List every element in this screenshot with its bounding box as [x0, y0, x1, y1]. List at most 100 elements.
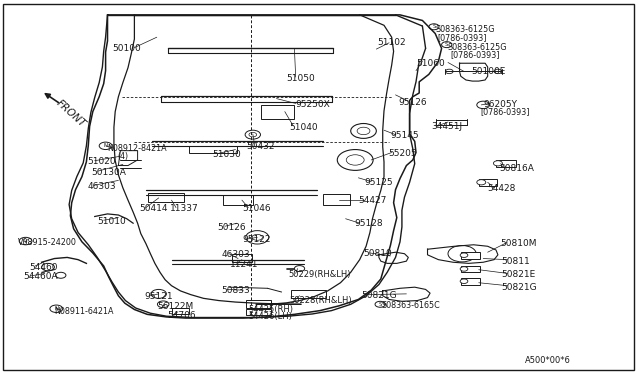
Text: 51060: 51060 — [416, 59, 445, 68]
Text: 54706: 54706 — [167, 311, 196, 320]
Text: 54460A: 54460A — [24, 272, 58, 281]
Text: 56122M: 56122M — [157, 302, 193, 311]
Text: 51102: 51102 — [378, 38, 406, 47]
Circle shape — [357, 127, 370, 135]
Text: S: S — [378, 302, 382, 307]
Text: 50126: 50126 — [218, 223, 246, 232]
Text: N08912-8421A: N08912-8421A — [107, 144, 166, 153]
Bar — [461, 278, 480, 285]
Circle shape — [99, 142, 112, 150]
Text: 50816A: 50816A — [499, 164, 534, 173]
Text: S: S — [432, 24, 436, 29]
Text: V: V — [24, 238, 28, 244]
Text: 54426(LH): 54426(LH) — [248, 312, 292, 321]
Circle shape — [445, 69, 453, 74]
Text: 51030: 51030 — [212, 150, 241, 159]
Text: N: N — [54, 306, 58, 311]
Text: 95125: 95125 — [365, 178, 394, 187]
Text: 51046: 51046 — [242, 204, 271, 213]
Circle shape — [375, 301, 385, 307]
Text: 50229(RH&LH): 50229(RH&LH) — [288, 270, 351, 279]
Circle shape — [494, 69, 502, 74]
Text: 50810M: 50810M — [500, 239, 537, 248]
Text: 55205: 55205 — [388, 149, 417, 158]
Text: S08363-6125G: S08363-6125G — [435, 25, 495, 34]
Bar — [223, 195, 253, 205]
Text: FRONT: FRONT — [54, 98, 88, 129]
Circle shape — [50, 305, 63, 312]
Circle shape — [294, 266, 305, 272]
Text: V08915-24200: V08915-24200 — [18, 238, 77, 247]
Text: [0786-0393]: [0786-0393] — [437, 33, 486, 42]
Text: 54428: 54428 — [488, 185, 516, 193]
Text: 95121: 95121 — [144, 292, 173, 301]
Circle shape — [460, 253, 468, 257]
Circle shape — [42, 263, 54, 271]
Text: 51050: 51050 — [287, 74, 316, 83]
Bar — [479, 179, 497, 186]
Circle shape — [429, 24, 439, 30]
Text: N: N — [104, 143, 108, 148]
Text: 51020: 51020 — [88, 157, 116, 166]
Circle shape — [246, 231, 269, 244]
Text: 50228(RH&LH): 50228(RH&LH) — [289, 296, 352, 305]
Bar — [232, 254, 252, 262]
Text: 50432: 50432 — [246, 142, 275, 151]
Text: 95128: 95128 — [354, 219, 383, 228]
Text: 50100: 50100 — [112, 44, 141, 53]
Bar — [246, 309, 271, 315]
Circle shape — [151, 289, 166, 298]
Text: S08363-6125G: S08363-6125G — [448, 43, 508, 52]
Text: S08363-6165C: S08363-6165C — [381, 301, 440, 310]
Text: 50811: 50811 — [501, 257, 530, 266]
Bar — [189, 146, 237, 153]
Circle shape — [477, 101, 490, 109]
Circle shape — [157, 301, 169, 308]
Text: [0786-0393]: [0786-0393] — [450, 51, 499, 60]
Text: 50821G: 50821G — [501, 283, 537, 292]
Text: 54427: 54427 — [358, 196, 387, 205]
Circle shape — [346, 155, 364, 165]
Text: 50100E: 50100E — [471, 67, 506, 76]
Bar — [172, 308, 189, 314]
Text: 11241: 11241 — [230, 260, 259, 269]
Text: 96205Y: 96205Y — [483, 100, 517, 109]
Text: 50414: 50414 — [140, 204, 168, 213]
Text: 50821E: 50821E — [501, 270, 536, 279]
Text: 95122: 95122 — [242, 235, 271, 244]
Bar — [461, 252, 480, 259]
Text: 95126: 95126 — [398, 98, 427, 107]
Text: N08911-6421A: N08911-6421A — [54, 307, 114, 316]
Bar — [291, 290, 326, 298]
Bar — [261, 105, 294, 119]
Text: 95250X: 95250X — [296, 100, 330, 109]
Circle shape — [460, 267, 468, 271]
Text: 46303: 46303 — [221, 250, 250, 259]
Circle shape — [337, 150, 373, 170]
Circle shape — [460, 279, 468, 283]
Text: 51040: 51040 — [289, 123, 318, 132]
Circle shape — [351, 124, 376, 138]
Text: 50130A: 50130A — [92, 168, 126, 177]
Text: [0786-0393]: [0786-0393] — [480, 107, 529, 116]
Bar — [246, 300, 271, 308]
Text: (4): (4) — [117, 152, 128, 161]
Circle shape — [448, 246, 476, 262]
Circle shape — [477, 180, 486, 185]
Text: 54425(RH): 54425(RH) — [248, 305, 293, 314]
Text: S: S — [445, 42, 449, 47]
Bar — [148, 193, 184, 202]
Bar — [496, 160, 516, 167]
Text: 46303: 46303 — [88, 182, 116, 191]
Circle shape — [56, 272, 66, 278]
Text: 95145: 95145 — [390, 131, 419, 140]
Circle shape — [442, 42, 452, 48]
Text: 51010: 51010 — [97, 217, 126, 226]
Text: 50821G: 50821G — [361, 291, 397, 300]
Text: 54460: 54460 — [29, 263, 58, 272]
Text: 50810: 50810 — [364, 249, 392, 258]
Text: 11337: 11337 — [170, 204, 198, 213]
Bar — [323, 194, 350, 205]
Circle shape — [249, 132, 257, 137]
Bar — [461, 266, 480, 272]
